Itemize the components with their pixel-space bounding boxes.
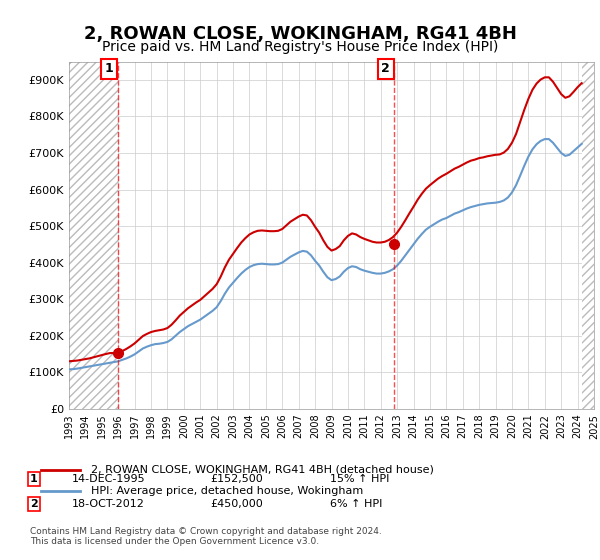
Text: 15% ↑ HPI: 15% ↑ HPI: [330, 474, 389, 484]
Text: 2, ROWAN CLOSE, WOKINGHAM, RG41 4BH: 2, ROWAN CLOSE, WOKINGHAM, RG41 4BH: [83, 25, 517, 43]
Text: 14-DEC-1995: 14-DEC-1995: [72, 474, 146, 484]
Text: 2, ROWAN CLOSE, WOKINGHAM, RG41 4BH (detached house): 2, ROWAN CLOSE, WOKINGHAM, RG41 4BH (det…: [91, 465, 434, 475]
Text: 2: 2: [381, 62, 390, 76]
Text: Contains HM Land Registry data © Crown copyright and database right 2024.
This d: Contains HM Land Registry data © Crown c…: [30, 526, 382, 546]
Bar: [69, 62, 118, 409]
Text: 1: 1: [105, 62, 114, 76]
Text: £152,500: £152,500: [210, 474, 263, 484]
Text: 6% ↑ HPI: 6% ↑ HPI: [330, 499, 382, 509]
Text: 1: 1: [30, 474, 38, 484]
Text: £450,000: £450,000: [210, 499, 263, 509]
Text: 18-OCT-2012: 18-OCT-2012: [72, 499, 145, 509]
Text: 2: 2: [30, 499, 38, 509]
Text: HPI: Average price, detached house, Wokingham: HPI: Average price, detached house, Woki…: [91, 486, 363, 496]
Text: Price paid vs. HM Land Registry's House Price Index (HPI): Price paid vs. HM Land Registry's House …: [102, 40, 498, 54]
Bar: [581, 62, 594, 409]
